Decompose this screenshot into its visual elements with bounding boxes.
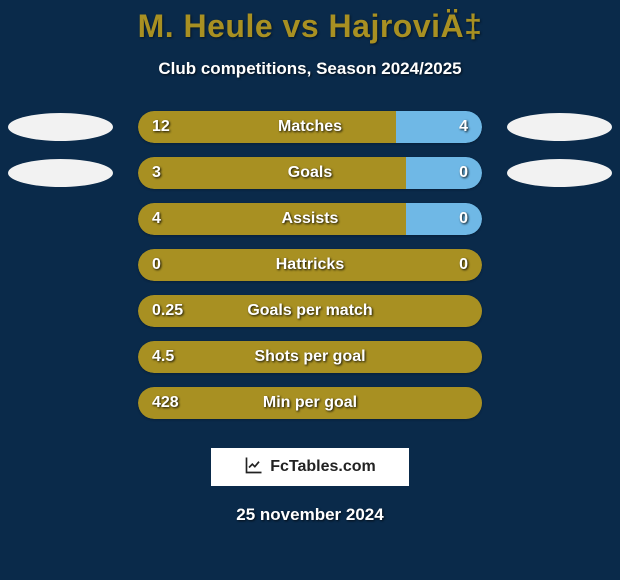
brand-text: FcTables.com bbox=[270, 458, 376, 476]
stat-row: 4.5Shots per goal bbox=[0, 341, 620, 373]
stat-label: Assists bbox=[138, 203, 482, 235]
stat-label: Hattricks bbox=[138, 249, 482, 281]
stat-row: 124Matches bbox=[0, 111, 620, 143]
stat-bar: 00Hattricks bbox=[138, 249, 482, 281]
stat-bar: 0.25Goals per match bbox=[138, 295, 482, 327]
brand-badge: FcTables.com bbox=[210, 447, 410, 487]
stat-bar: 4.5Shots per goal bbox=[138, 341, 482, 373]
footer-date: 25 november 2024 bbox=[0, 505, 620, 525]
stat-label: Goals per match bbox=[138, 295, 482, 327]
infographic-root: M. Heule vs HajroviÄ‡ Club competitions,… bbox=[0, 0, 620, 580]
chart-icon bbox=[244, 455, 264, 480]
stat-label: Goals bbox=[138, 157, 482, 189]
stat-bar: 40Assists bbox=[138, 203, 482, 235]
stat-row: 00Hattricks bbox=[0, 249, 620, 281]
page-title: M. Heule vs HajroviÄ‡ bbox=[0, 8, 620, 45]
player-right-badge bbox=[507, 113, 612, 141]
player-left-badge bbox=[8, 113, 113, 141]
stats-container: 124Matches 30Goals 40Assists 00Hattricks 0.2… bbox=[0, 111, 620, 419]
player-right-badge bbox=[507, 159, 612, 187]
stat-bar: 30Goals bbox=[138, 157, 482, 189]
stat-row: 0.25Goals per match bbox=[0, 295, 620, 327]
stat-label: Min per goal bbox=[138, 387, 482, 419]
stat-bar: 124Matches bbox=[138, 111, 482, 143]
stat-row: 30Goals bbox=[0, 157, 620, 189]
stat-row: 428Min per goal bbox=[0, 387, 620, 419]
player-left-badge bbox=[8, 159, 113, 187]
stat-row: 40Assists bbox=[0, 203, 620, 235]
stat-label: Matches bbox=[138, 111, 482, 143]
subtitle: Club competitions, Season 2024/2025 bbox=[0, 59, 620, 79]
stat-label: Shots per goal bbox=[138, 341, 482, 373]
stat-bar: 428Min per goal bbox=[138, 387, 482, 419]
